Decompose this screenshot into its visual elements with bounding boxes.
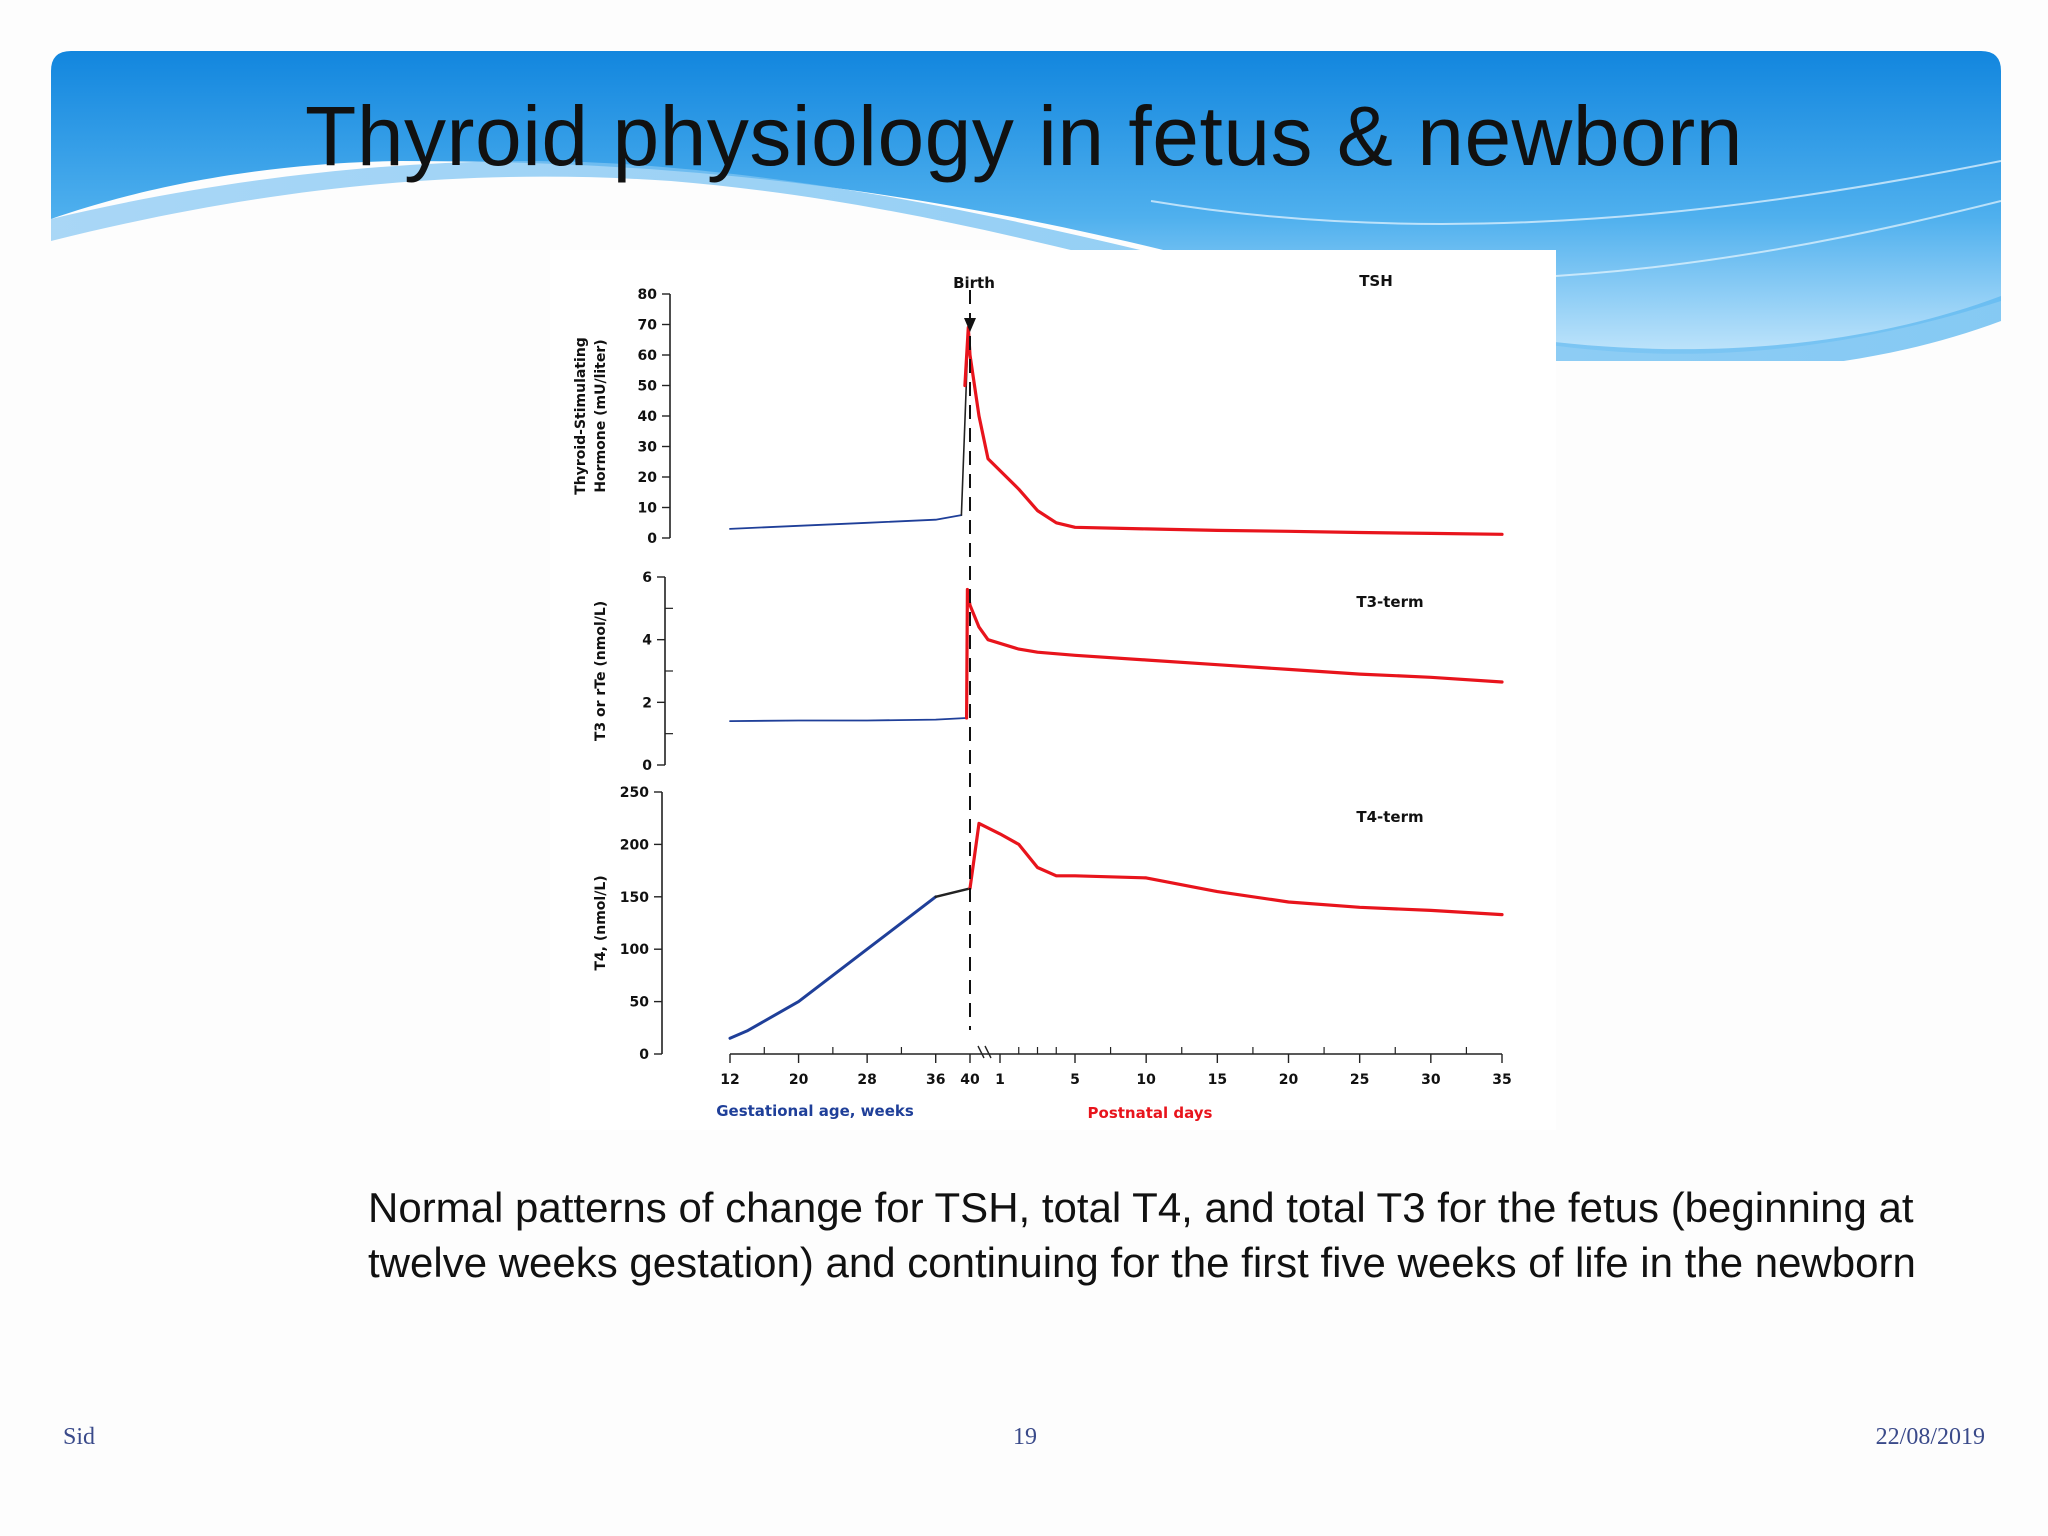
x-tick-label: 40 bbox=[960, 1072, 980, 1088]
x-tick-label: 35 bbox=[1492, 1072, 1511, 1088]
panel-label-t3-term: T3-term bbox=[1356, 593, 1423, 611]
y-tick-label: 250 bbox=[620, 785, 649, 801]
x-tick-label: 20 bbox=[1279, 1072, 1299, 1088]
footer-date: 22/08/2019 bbox=[1875, 1424, 1985, 1450]
y-axis-title-line2: Hormone (mU/liter) bbox=[593, 339, 609, 492]
x-tick-label: 5 bbox=[1070, 1072, 1080, 1088]
axis-break-mark bbox=[984, 1045, 992, 1059]
x-tick-label: 15 bbox=[1208, 1072, 1227, 1088]
birth-arrow bbox=[964, 318, 976, 332]
slide-title: Thyroid physiology in fetus & newborn bbox=[305, 89, 1743, 183]
x-tick-label: 36 bbox=[926, 1072, 945, 1088]
y-tick-label: 30 bbox=[638, 440, 658, 456]
y-tick-label: 50 bbox=[638, 379, 658, 395]
panel-label-tsh: TSH bbox=[1359, 272, 1393, 290]
footer-author: Sid bbox=[63, 1424, 96, 1450]
x-tick-label: 10 bbox=[1136, 1072, 1156, 1088]
series-postnatal-t4-term bbox=[968, 821, 1504, 917]
series-late-fetal-t4-term bbox=[934, 887, 972, 898]
x-axis-title-fetal: Gestational age, weeks bbox=[716, 1102, 914, 1120]
birth-label: Birth bbox=[953, 274, 995, 292]
panel-label-t4-term: T4-term bbox=[1356, 808, 1423, 826]
series-fetal-t4-term bbox=[728, 895, 938, 1040]
x-tick-label: 12 bbox=[720, 1072, 739, 1088]
y-tick-label: 10 bbox=[638, 501, 658, 517]
x-tick-label: 30 bbox=[1421, 1072, 1441, 1088]
x-tick-label: 28 bbox=[857, 1072, 876, 1088]
y-tick-label: 20 bbox=[638, 470, 658, 486]
figure-caption: Normal patterns of change for TSH, total… bbox=[368, 1184, 1916, 1286]
y-tick-label: 40 bbox=[638, 409, 658, 425]
y-tick-label: 100 bbox=[620, 942, 649, 958]
y-tick-label: 50 bbox=[630, 995, 650, 1011]
series-fetal-t3-term bbox=[729, 717, 968, 723]
y-tick-label: 0 bbox=[639, 1047, 649, 1063]
y-tick-label: 60 bbox=[638, 348, 658, 364]
thyroid-chart-figure: 0 10 20 30 40 50 60 70 80 TSH Thyroid-Stimulating H… bbox=[550, 250, 1556, 1130]
y-tick-label: 80 bbox=[638, 287, 658, 303]
x-axis-title-postnatal: Postnatal days bbox=[1088, 1104, 1213, 1122]
y-tick-label: 4 bbox=[642, 633, 652, 649]
y-tick-label: 2 bbox=[642, 695, 652, 711]
series-fetal-tsh bbox=[729, 514, 963, 530]
y-axis-title: T4, (nmol/L) bbox=[593, 875, 609, 970]
y-axis-title-line1: Thyroid-Stimulating bbox=[573, 337, 589, 495]
x-tick-label: 1 bbox=[995, 1072, 1005, 1088]
slide-number: 19 bbox=[1013, 1424, 1037, 1450]
y-tick-label: 6 bbox=[642, 570, 652, 586]
y-tick-label: 0 bbox=[647, 531, 657, 547]
series-postnatal-t3-term bbox=[965, 587, 1504, 720]
axis-break-mark bbox=[977, 1045, 985, 1059]
y-tick-label: 70 bbox=[638, 318, 658, 334]
y-tick-label: 150 bbox=[620, 890, 649, 906]
x-tick-label: 25 bbox=[1350, 1072, 1369, 1088]
series-postnatal-tsh bbox=[963, 325, 1504, 536]
y-tick-label: 200 bbox=[620, 837, 649, 853]
x-tick-label: 20 bbox=[789, 1072, 809, 1088]
y-tick-label: 0 bbox=[642, 758, 652, 774]
y-axis-title: T3 or rTe (nmol/L) bbox=[593, 601, 609, 741]
